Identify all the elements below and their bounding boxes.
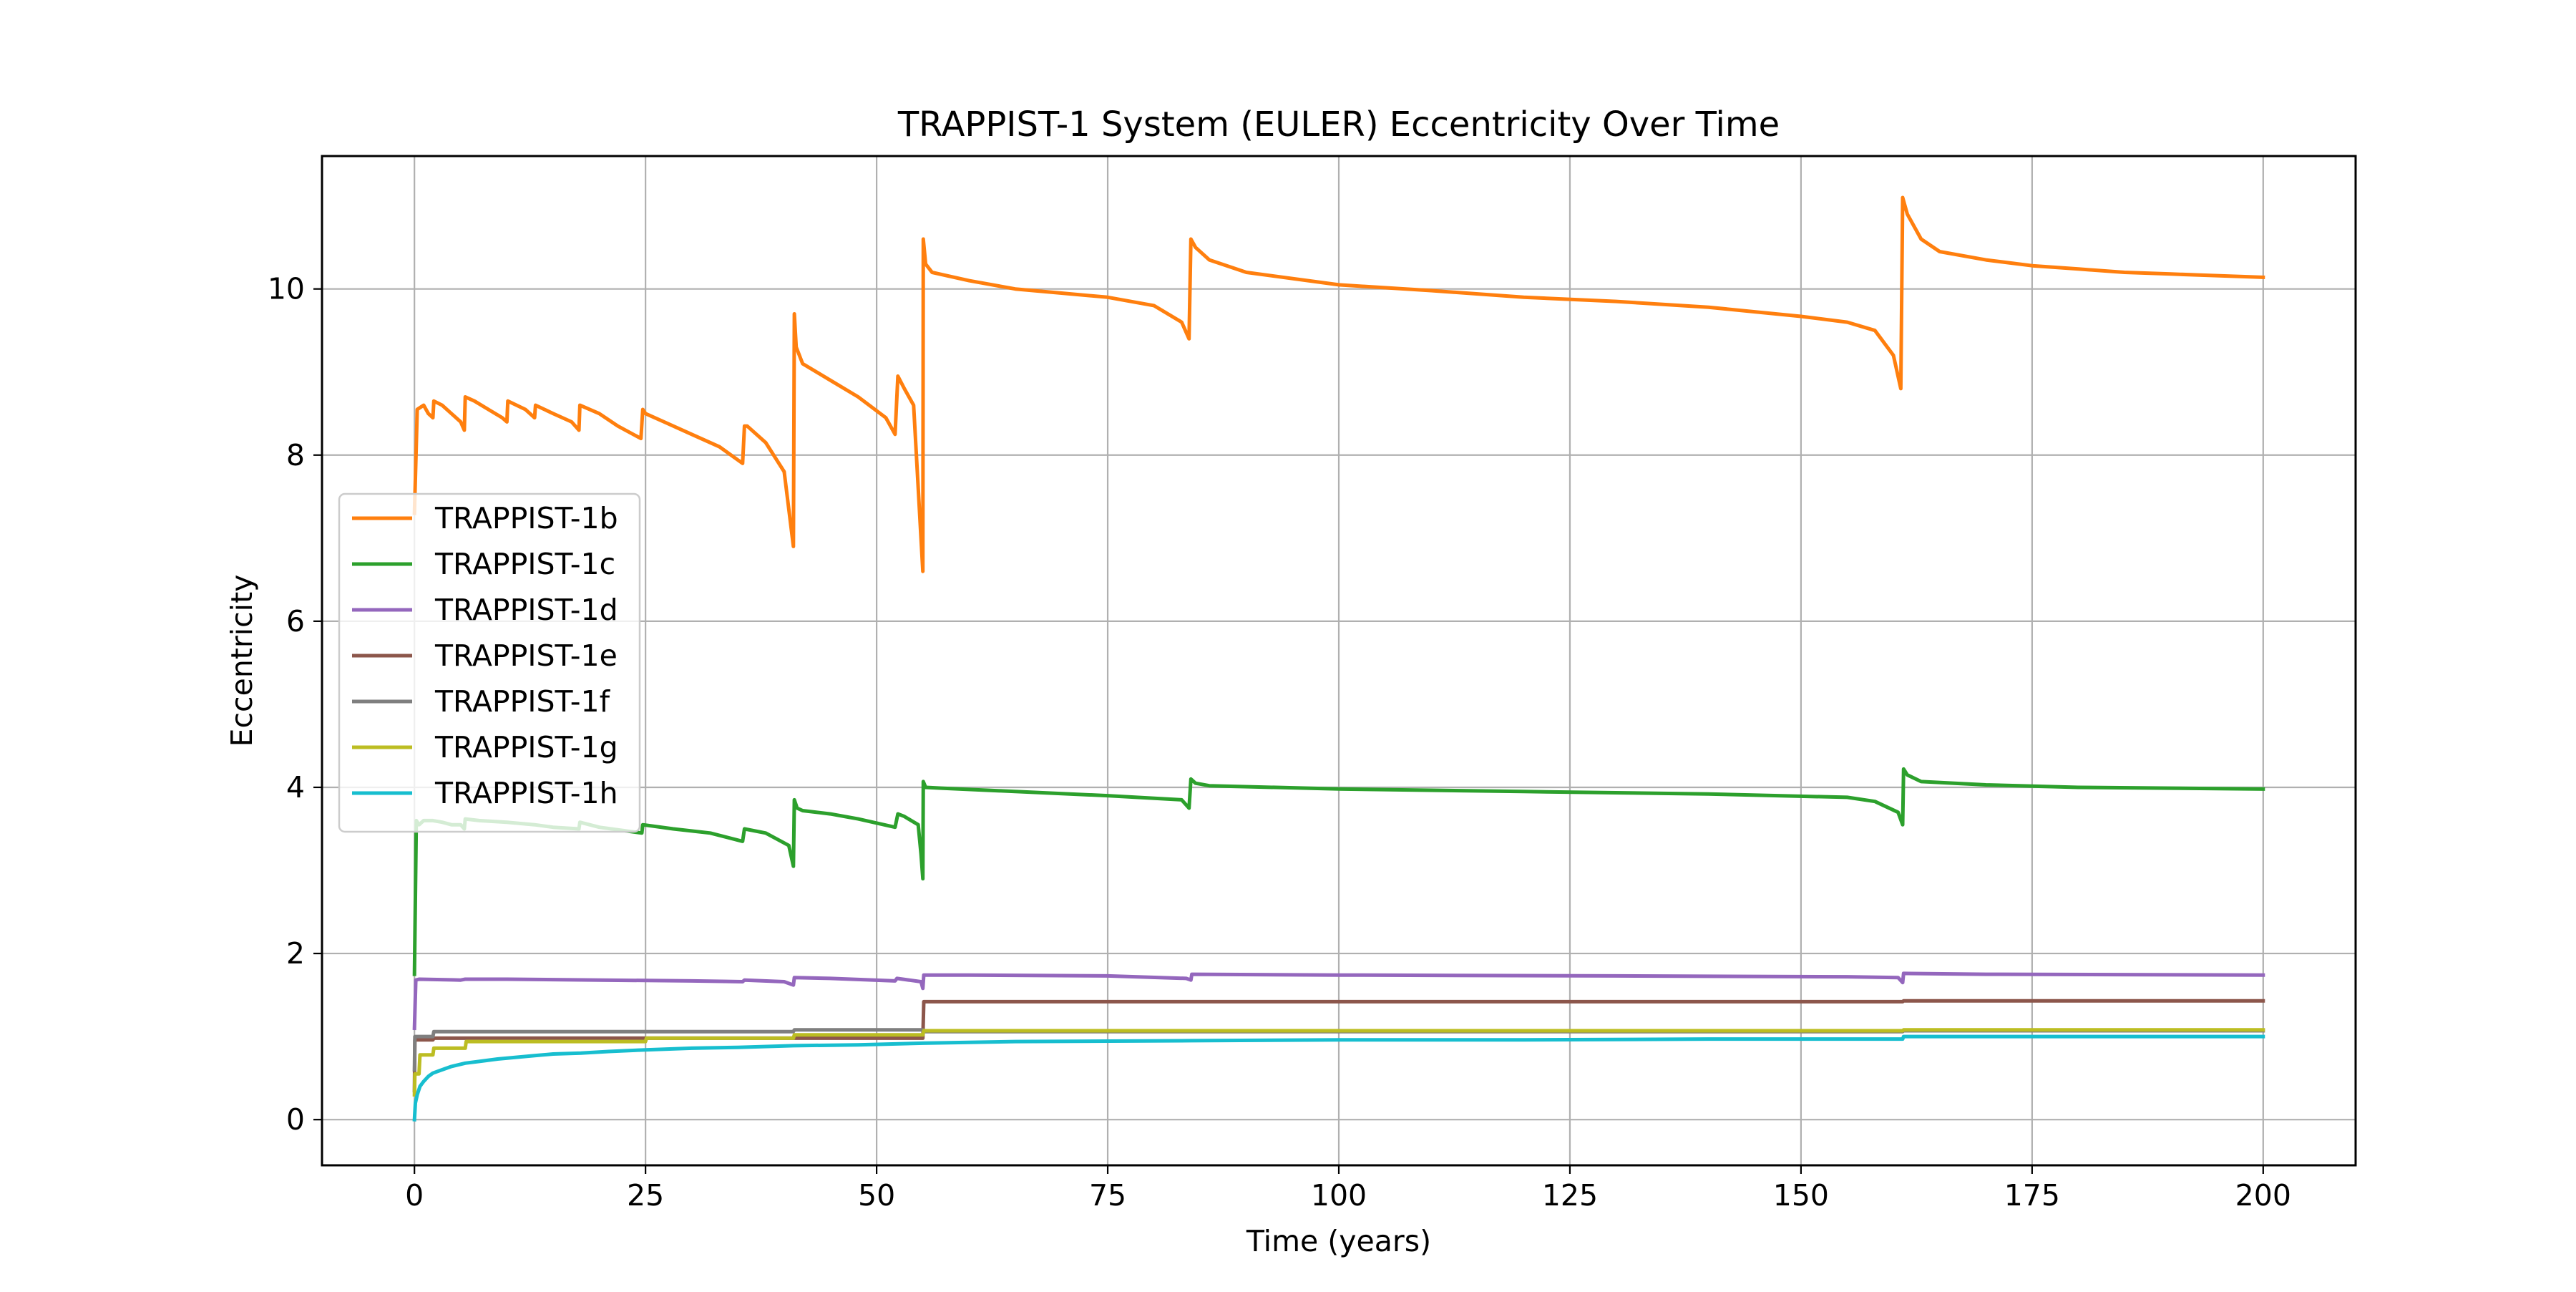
- legend-label: TRAPPIST-1c: [434, 547, 615, 581]
- x-tick-label: 100: [1311, 1178, 1367, 1213]
- series-line-trappist-1b: [412, 195, 2265, 573]
- x-axis-label: Time (years): [1246, 1224, 1431, 1258]
- x-tick-label: 125: [1542, 1178, 1598, 1213]
- legend-label: TRAPPIST-1e: [434, 638, 618, 673]
- x-tick-label: 0: [405, 1178, 424, 1213]
- x-tick-label: 175: [2004, 1178, 2060, 1213]
- legend-label: TRAPPIST-1d: [434, 593, 618, 627]
- y-tick-label: 6: [286, 604, 305, 638]
- series-line-trappist-1d: [412, 971, 2265, 1031]
- x-tick-label: 150: [1773, 1178, 1829, 1213]
- y-tick-label: 10: [268, 272, 305, 306]
- series-line-trappist-1h: [412, 1034, 2265, 1122]
- legend-label: TRAPPIST-1b: [434, 501, 618, 535]
- y-tick-label: 8: [286, 438, 305, 472]
- legend-label: TRAPPIST-1g: [434, 730, 618, 764]
- series-layer: [412, 195, 2265, 1122]
- x-tick-label: 200: [2235, 1178, 2291, 1213]
- grid-layer: [322, 156, 2356, 1165]
- tick-layer: 0 25 50 75 100 125 150 175 200 0 2 4 6 8 10: [268, 272, 2291, 1213]
- x-tick-label: 75: [1089, 1178, 1126, 1213]
- series-line-trappist-1e: [412, 999, 2265, 1093]
- series-line-trappist-1g: [412, 1028, 2265, 1097]
- y-tick-label: 2: [286, 936, 305, 971]
- legend-label: TRAPPIST-1f: [434, 684, 611, 719]
- chart-title: TRAPPIST-1 System (EULER) Eccentricity O…: [897, 105, 1780, 145]
- y-tick-label: 0: [286, 1102, 305, 1137]
- legend-box: [338, 492, 641, 833]
- x-tick-label: 25: [627, 1178, 664, 1213]
- y-tick-label: 4: [286, 770, 305, 805]
- y-axis-label: Eccentricity: [225, 575, 259, 747]
- legend-label: TRAPPIST-1h: [434, 776, 618, 810]
- x-tick-label: 50: [858, 1178, 895, 1213]
- legend: TRAPPIST-1b TRAPPIST-1c TRAPPIST-1d TRAPPIS…: [338, 492, 641, 833]
